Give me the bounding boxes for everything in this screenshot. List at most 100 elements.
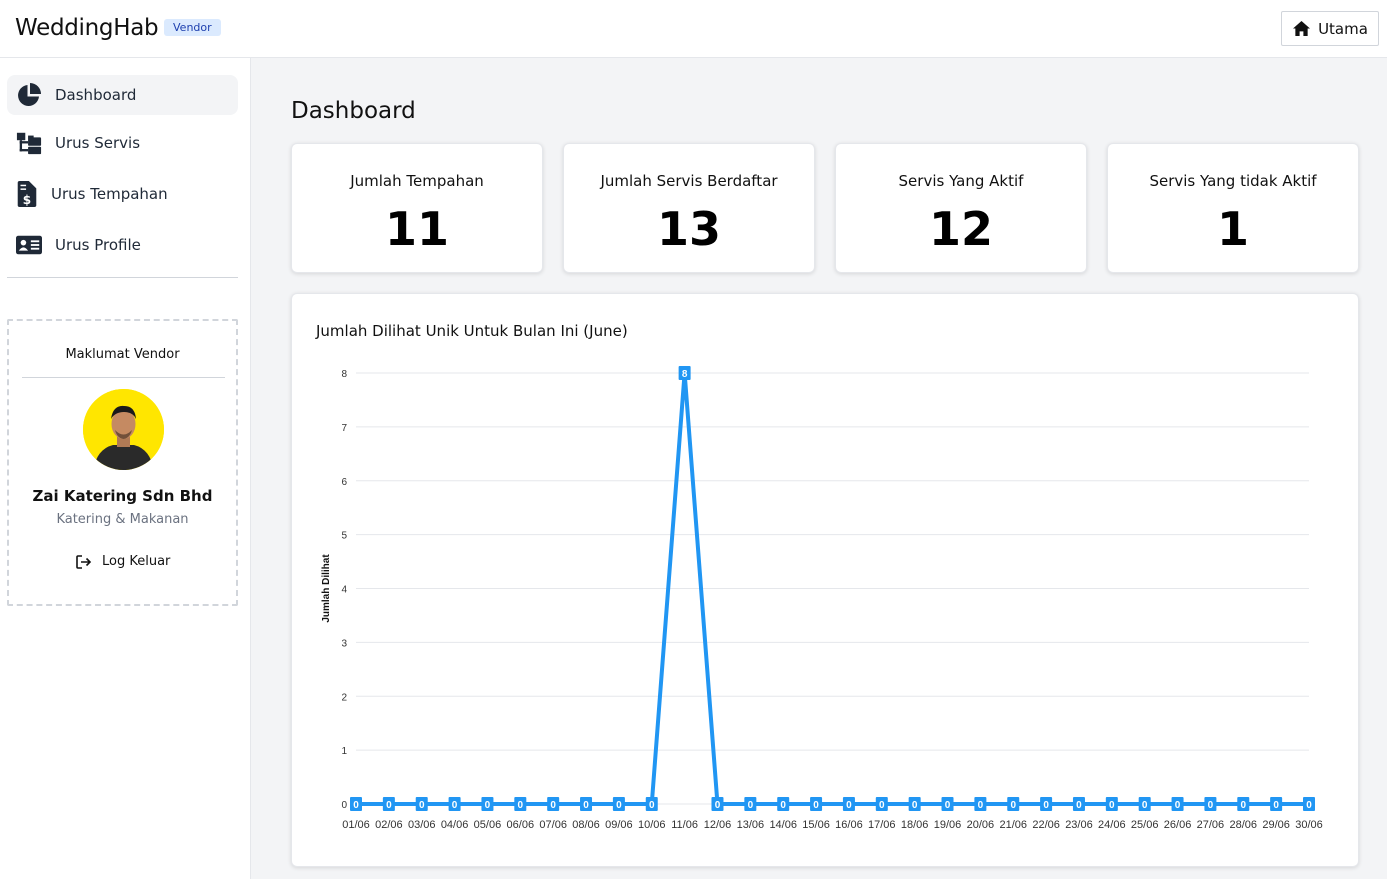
data-point [974,797,987,811]
stat-card-registered-services: Jumlah Servis Berdaftar 13 [563,143,815,273]
data-label: 0 [616,800,622,811]
data-label: 0 [1076,800,1082,811]
data-point [842,797,855,811]
vendor-panel-title: Maklumat Vendor [65,347,180,362]
data-label: 0 [1240,800,1246,811]
stat-label: Jumlah Tempahan [350,172,484,190]
x-tick-label: 20/06 [967,819,995,831]
stat-value: 11 [384,202,449,256]
x-tick-label: 07/06 [539,819,567,831]
x-tick-label: 16/06 [835,819,863,831]
data-label: 0 [780,800,786,811]
data-label: 0 [715,800,721,811]
x-tick-label: 25/06 [1131,819,1159,831]
x-tick-label: 29/06 [1262,819,1290,831]
sidebar-item-urus-tempahan[interactable]: $ Urus Tempahan [7,174,238,214]
data-point [1040,797,1053,811]
y-tick-label: 3 [341,638,347,649]
stat-value: 12 [928,202,993,256]
data-point [1270,797,1283,811]
y-tick-label: 0 [341,800,347,811]
data-label: 0 [518,800,524,811]
home-icon [1293,20,1311,37]
data-label: 0 [550,800,556,811]
sidebar: Dashboard Urus Servis $ Urus Tempahan Ur… [0,58,251,879]
x-tick-label: 24/06 [1098,819,1126,831]
y-tick-label: 6 [341,477,347,488]
data-point [1007,797,1020,811]
home-button[interactable]: Utama [1281,11,1379,46]
avatar [83,389,164,470]
data-point [1138,797,1151,811]
x-tick-label: 22/06 [1032,819,1060,831]
data-point [1204,797,1217,811]
top-bar: WeddingHab Vendor Utama [0,0,1387,58]
x-tick-label: 30/06 [1295,819,1323,831]
y-tick-label: 7 [341,423,347,434]
invoice-dollar-icon: $ [13,180,41,208]
data-label: 0 [1273,800,1279,811]
data-label: 0 [879,800,885,811]
stat-label: Servis Yang tidak Aktif [1149,172,1317,190]
x-tick-label: 21/06 [999,819,1027,831]
data-label: 0 [1175,800,1181,811]
data-point [481,797,494,811]
data-point [1105,797,1118,811]
data-point [1303,797,1315,811]
data-label: 0 [1142,800,1148,811]
stat-card-total-bookings: Jumlah Tempahan 11 [291,143,543,273]
data-point [350,797,362,811]
data-label: 0 [1208,800,1214,811]
x-tick-label: 15/06 [802,819,830,831]
data-label: 0 [649,800,655,811]
stat-card-inactive-services: Servis Yang tidak Aktif 1 [1107,143,1359,273]
data-label: 0 [485,800,491,811]
data-point [382,797,395,811]
data-label: 0 [452,800,458,811]
data-point [810,797,823,811]
svg-text:$: $ [23,193,31,207]
sidebar-item-urus-servis[interactable]: Urus Servis [7,123,238,163]
x-tick-label: 11/06 [671,819,698,831]
x-tick-label: 01/06 [342,819,370,831]
vendor-badge: Vendor [164,19,221,36]
x-tick-label: 04/06 [441,819,469,831]
sidebar-item-label: Urus Tempahan [51,185,168,203]
y-axis-label: Jumlah Dilihat [321,554,332,623]
sidebar-item-urus-profile[interactable]: Urus Profile [7,225,238,265]
data-point [908,797,921,811]
data-label: 0 [1010,800,1016,811]
sidebar-item-label: Urus Profile [55,236,141,254]
data-point [744,797,757,811]
x-tick-label: 17/06 [868,819,896,831]
brand-logo[interactable]: WeddingHab [15,15,159,41]
data-point [1237,797,1250,811]
sidebar-item-label: Dashboard [55,86,137,104]
data-point [448,797,461,811]
data-label: 0 [1306,800,1312,811]
vendor-panel-divider [22,377,225,378]
data-point [777,797,790,811]
x-tick-label: 26/06 [1164,819,1192,831]
logout-button[interactable]: Log Keluar [76,554,170,569]
x-tick-label: 27/06 [1197,819,1225,831]
y-tick-label: 5 [341,531,347,542]
y-tick-label: 1 [341,746,347,757]
x-tick-label: 10/06 [638,819,666,831]
data-point [1171,797,1184,811]
y-tick-label: 4 [341,585,347,596]
data-point [547,797,560,811]
sidebar-item-dashboard[interactable]: Dashboard [7,75,238,115]
x-tick-label: 28/06 [1230,819,1258,831]
vendor-category: Katering & Makanan [56,512,189,527]
id-card-icon [15,231,43,259]
data-label: 0 [419,800,425,811]
stat-card-active-services: Servis Yang Aktif 12 [835,143,1087,273]
sidebar-divider [7,277,238,278]
data-label: 0 [813,800,819,811]
x-tick-label: 14/06 [769,819,797,831]
data-label: 0 [846,800,852,811]
data-point [875,797,888,811]
y-tick-label: 8 [341,369,347,380]
chart-title: Jumlah Dilihat Unik Untuk Bulan Ini (Jun… [316,322,628,340]
